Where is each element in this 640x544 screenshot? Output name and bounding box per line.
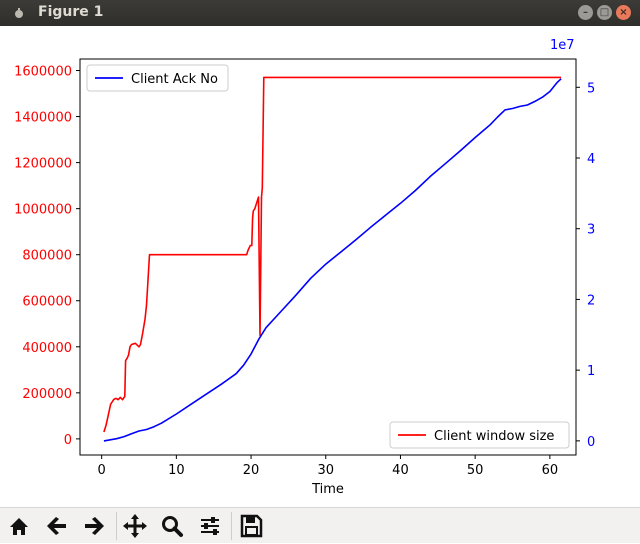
right-axis-offset-label: 1e7 (550, 38, 575, 53)
right-tick-label: 0 (587, 435, 595, 450)
x-tick-label: 20 (243, 463, 260, 478)
series-line-window-size (103, 76, 562, 433)
home-button[interactable] (4, 512, 34, 540)
move-icon (123, 514, 147, 538)
configure-button[interactable] (195, 512, 225, 540)
app-icon (15, 8, 23, 18)
pan-button[interactable] (120, 512, 150, 540)
zoom-icon (162, 516, 183, 537)
title-bar: Figure 1 – □ × (0, 0, 640, 26)
right-tick-label: 5 (587, 81, 595, 96)
x-tick-label: 50 (467, 463, 484, 478)
left-tick-label: 1400000 (14, 111, 72, 126)
window-title: Figure 1 (38, 4, 104, 20)
right-tick-label: 4 (587, 152, 595, 167)
left-tick-label: 1000000 (14, 203, 72, 218)
figure-canvas: 0 10 20 30 40 50 60Time02000004000006000008000… (14, 38, 595, 497)
plot-area (79, 58, 577, 456)
left-tick-label: 400000 (22, 341, 72, 356)
maximize-button[interactable]: □ (597, 5, 612, 20)
zoom-button[interactable] (157, 512, 187, 540)
navigation-toolbar (0, 507, 640, 543)
toolbar-separator (116, 512, 117, 540)
right-tick-label: 3 (587, 223, 595, 238)
legend-window-size: Client window size (389, 421, 570, 449)
right-tick-label: 1 (587, 364, 595, 379)
legend-box (86, 64, 229, 92)
left-tick-label: 1600000 (14, 65, 72, 80)
x-axis-label: Time (311, 482, 344, 497)
save-button[interactable] (236, 512, 266, 540)
back-button[interactable] (42, 512, 72, 540)
close-button[interactable]: × (616, 5, 631, 20)
home-icon (10, 518, 28, 535)
sliders-icon (201, 517, 219, 535)
legend-label: Client window size (434, 429, 554, 444)
left-tick-label: 800000 (22, 249, 72, 264)
arrow-left-icon (47, 517, 66, 535)
x-tick-label: 0 (98, 463, 106, 478)
legend-label: Client Ack No (131, 72, 218, 87)
left-tick-label: 600000 (22, 295, 72, 310)
arrow-right-icon (85, 517, 104, 535)
close-icon: × (619, 7, 628, 18)
x-tick-label: 60 (542, 463, 559, 478)
save-icon (240, 514, 263, 538)
minimize-icon: – (583, 7, 588, 18)
maximize-icon: □ (599, 7, 610, 18)
right-tick-label: 2 (587, 293, 595, 308)
toolbar-separator (231, 512, 232, 540)
forward-button[interactable] (79, 512, 109, 540)
left-tick-label: 1200000 (14, 157, 72, 172)
x-tick-label: 40 (392, 463, 409, 478)
x-tick-label: 30 (317, 463, 334, 478)
legend-ack-no: Client Ack No (86, 64, 229, 92)
x-tick-label: 10 (168, 463, 185, 478)
legend-box (389, 421, 570, 449)
series-line-ack-no (103, 78, 562, 442)
left-tick-label: 0 (64, 433, 72, 448)
minimize-button[interactable]: – (578, 5, 593, 20)
left-tick-label: 200000 (22, 387, 72, 402)
